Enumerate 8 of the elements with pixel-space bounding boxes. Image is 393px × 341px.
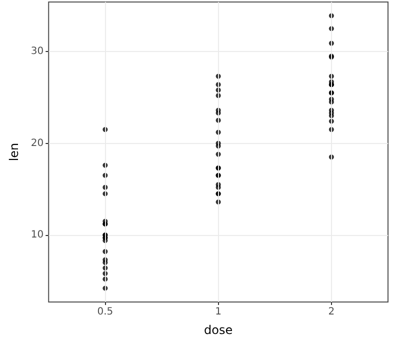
y-tick-label: 30 xyxy=(30,46,44,58)
y-tick-label: 20 xyxy=(30,138,44,149)
x-tick-label: 2 xyxy=(328,306,335,318)
x-tick-label: 1 xyxy=(215,306,222,318)
x-axis-title: dose xyxy=(204,323,233,337)
y-tick-label: 10 xyxy=(30,230,44,241)
x-tick-label: 0.5 xyxy=(97,306,114,318)
y-axis-title: len xyxy=(7,142,21,162)
